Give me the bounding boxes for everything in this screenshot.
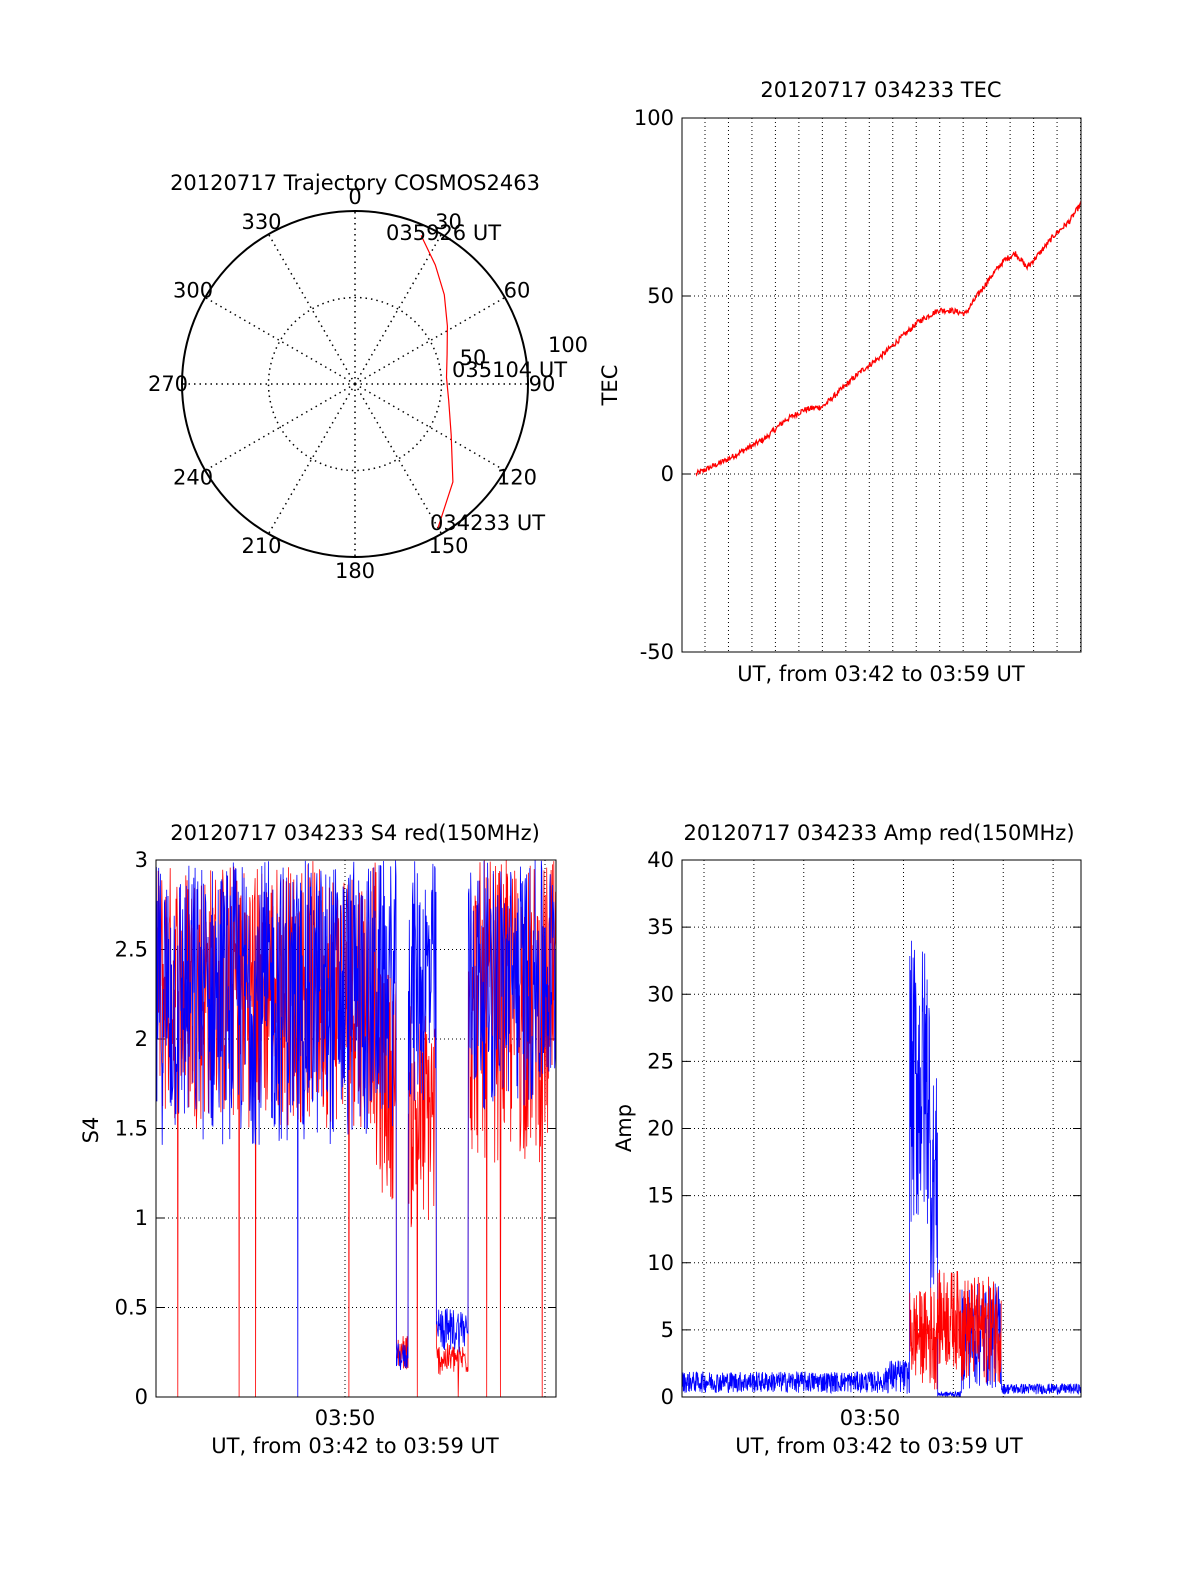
tec-panel: 20120717 034233 TEC -50 0 50 100 UT, from 0…: [598, 78, 1082, 686]
amp-title: 20120717 034233 Amp red(150MHz): [683, 821, 1074, 845]
s4-blue-series: [155, 860, 557, 1398]
trajectory-panel: 20120717 Trajectory COSMOS2463 0 30 60 90 12…: [148, 171, 588, 583]
amp-panel: 20120717 034233 Amp red(150MHz) 0 5 10 15 20…: [612, 821, 1082, 1458]
tec-ytick-label-0: 0: [661, 462, 674, 486]
polar-spoke-30: [354, 233, 443, 385]
trajectory-title: 20120717 Trajectory COSMOS2463: [170, 171, 540, 195]
amp-ytick-label-20: 20: [647, 1117, 674, 1141]
azimuth-label-240: 240: [173, 466, 213, 490]
azimuth-label-0: 0: [348, 185, 361, 209]
azimuth-label-210: 210: [241, 534, 281, 558]
tec-ytick-label-100: 100: [634, 106, 674, 130]
s4-ytick-label-3: 3: [135, 848, 148, 872]
amp-ytick-label-35: 35: [647, 915, 674, 939]
polar-spoke-240: [204, 383, 356, 472]
tec-ytick-label--50: -50: [640, 640, 674, 664]
tec-x-label: UT, from 03:42 to 03:59 UT: [737, 662, 1025, 686]
polar-outer-circle: [181, 210, 529, 558]
amp-grid: [682, 859, 1081, 1398]
polar-spoke-300: [204, 296, 356, 385]
s4-plot-frame: [155, 859, 557, 1398]
tec-y-ticks: -50 0 50 100: [634, 106, 1081, 664]
polar-grid-circle-50: [267, 296, 443, 472]
azimuth-label-270: 270: [148, 372, 188, 396]
amp-x-label: UT, from 03:42 to 03:59 UT: [735, 1434, 1023, 1458]
amp-ytick-label-30: 30: [647, 982, 674, 1006]
s4-x-label: UT, from 03:42 to 03:59 UT: [211, 1434, 499, 1458]
s4-ytick-label-0.5: 0.5: [115, 1296, 148, 1320]
amp-red-series: [909, 1269, 1002, 1390]
polar-spoke-60: [354, 296, 506, 385]
s4-ytick-label-2: 2: [135, 1027, 148, 1051]
azimuth-label-150: 150: [428, 534, 468, 558]
azimuth-label-30: 30: [435, 210, 462, 234]
amp-y-label: Amp: [612, 1104, 636, 1152]
annotation-end-time: 035926 UT: [386, 221, 501, 245]
s4-panel: 20120717 034233 S4 red(150MHz) 0 0.5 1 1.5 2…: [79, 821, 557, 1458]
azimuth-label-300: 300: [173, 279, 213, 303]
s4-y-label: S4: [79, 1117, 103, 1144]
polar-spoke-330: [267, 233, 356, 385]
polar-spoke-150: [354, 383, 443, 535]
amp-ytick-label-0: 0: [661, 1385, 674, 1409]
azimuth-label-330: 330: [241, 210, 281, 234]
azimuth-label-60: 60: [504, 279, 531, 303]
tec-plot-frame: [681, 117, 1082, 653]
s4-title: 20120717 034233 S4 red(150MHz): [170, 821, 540, 845]
amp-ytick-label-10: 10: [647, 1251, 674, 1275]
amp-y-ticks: 0 5 10 15 20 25 30 35 40: [647, 848, 1081, 1409]
azimuth-label-90: 90: [529, 372, 556, 396]
polar-grid: [182, 211, 528, 557]
tec-series-line: [695, 201, 1082, 477]
polar-azimuth-labels: 0 30 60 90 120 150 180 210 240 270 300 330: [148, 185, 555, 583]
tec-ytick-label-50: 50: [647, 284, 674, 308]
annotation-mid-time: 035104 UT: [452, 358, 567, 382]
s4-ytick-label-1.5: 1.5: [115, 1117, 148, 1141]
polar-spoke-210: [267, 383, 356, 535]
tec-grid: [682, 117, 1082, 653]
amp-ytick-label-40: 40: [647, 848, 674, 872]
polar-spoke-120: [354, 383, 506, 472]
amp-x-tick-0350: 03:50: [840, 1406, 901, 1430]
azimuth-label-180: 180: [335, 559, 375, 583]
s4-x-tick-0350: 03:50: [315, 1406, 376, 1430]
trajectory-line: [420, 235, 454, 528]
annotation-start-time: 034233 UT: [430, 511, 545, 535]
radial-label-50: 50: [460, 346, 487, 370]
tec-y-label: TEC: [598, 365, 622, 407]
s4-ytick-label-2.5: 2.5: [115, 938, 148, 962]
amp-ytick-label-5: 5: [661, 1318, 674, 1342]
tec-title: 20120717 034233 TEC: [760, 78, 1001, 102]
azimuth-label-120: 120: [497, 466, 537, 490]
radial-label-100: 100: [548, 333, 588, 357]
amp-plot-frame: [681, 859, 1082, 1398]
amp-ytick-label-25: 25: [647, 1049, 674, 1073]
s4-y-ticks: 0 0.5 1 1.5 2 2.5 3: [115, 848, 556, 1409]
s4-ytick-label-1: 1: [135, 1206, 148, 1230]
s4-ytick-label-0: 0: [135, 1385, 148, 1409]
amp-blue-series: [681, 940, 1082, 1398]
amp-ytick-label-15: 15: [647, 1184, 674, 1208]
